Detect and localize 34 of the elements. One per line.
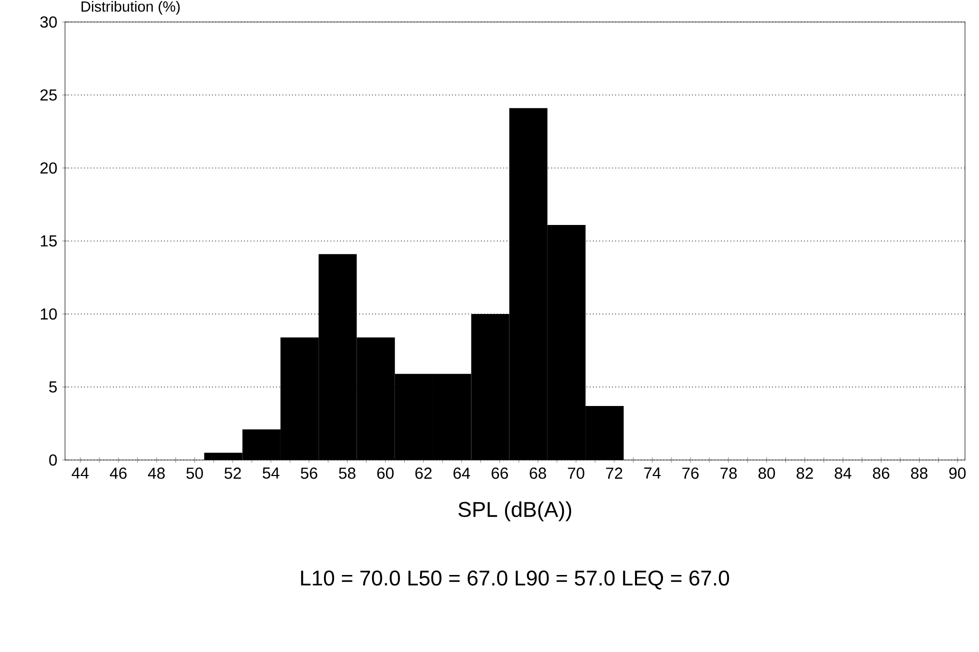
x-tick-label: 52 — [224, 468, 241, 479]
text: L10 = 70.0 L50 = 67.0 L90 = 57.0 LEQ = 67.0 — [301, 570, 730, 590]
x-tick-label: 66 — [492, 468, 508, 479]
x-tick-label: 76 — [682, 468, 699, 479]
x-tick-label: 74 — [644, 468, 661, 479]
x-tick-label: 56 — [300, 468, 318, 479]
y-tick-label: 10 — [40, 308, 57, 320]
x-tick-label: 88 — [911, 468, 928, 479]
x-tick-label: 82 — [796, 468, 813, 479]
x-tick-label: 46 — [110, 468, 127, 479]
x-tick-label: 70 — [568, 468, 584, 479]
x-tick-label: 54 — [262, 468, 280, 479]
x-tick-label: 84 — [834, 468, 852, 479]
x-tick-label: 86 — [872, 468, 890, 479]
x-tick-label: 72 — [606, 468, 622, 479]
x-tick-label: 78 — [720, 468, 737, 479]
y-tick-label: 0 — [49, 454, 57, 466]
x-axis-title: SPL (dB(A)) — [458, 501, 572, 522]
x-tick-label: 60 — [377, 468, 394, 479]
x-tick-label: 58 — [338, 468, 356, 479]
x-tick-label: 90 — [949, 468, 966, 479]
x-tick-label: 44 — [72, 468, 89, 479]
x-tick-label: 64 — [454, 468, 470, 479]
x-tick-label: 68 — [530, 468, 546, 479]
y-tick-label: 30 — [40, 16, 57, 28]
x-tick-label: 50 — [186, 468, 203, 479]
y-axis-title: Distribution (%) — [82, 0, 180, 15]
x-tick-label: 62 — [415, 468, 432, 479]
y-tick-label: 15 — [40, 235, 57, 247]
x-tick-label: 80 — [758, 468, 775, 479]
y-tick-label: 20 — [40, 162, 57, 174]
x-tick-label: 48 — [148, 468, 165, 479]
y-tick-label: 25 — [40, 89, 57, 101]
y-tick-label: 5 — [49, 381, 57, 393]
